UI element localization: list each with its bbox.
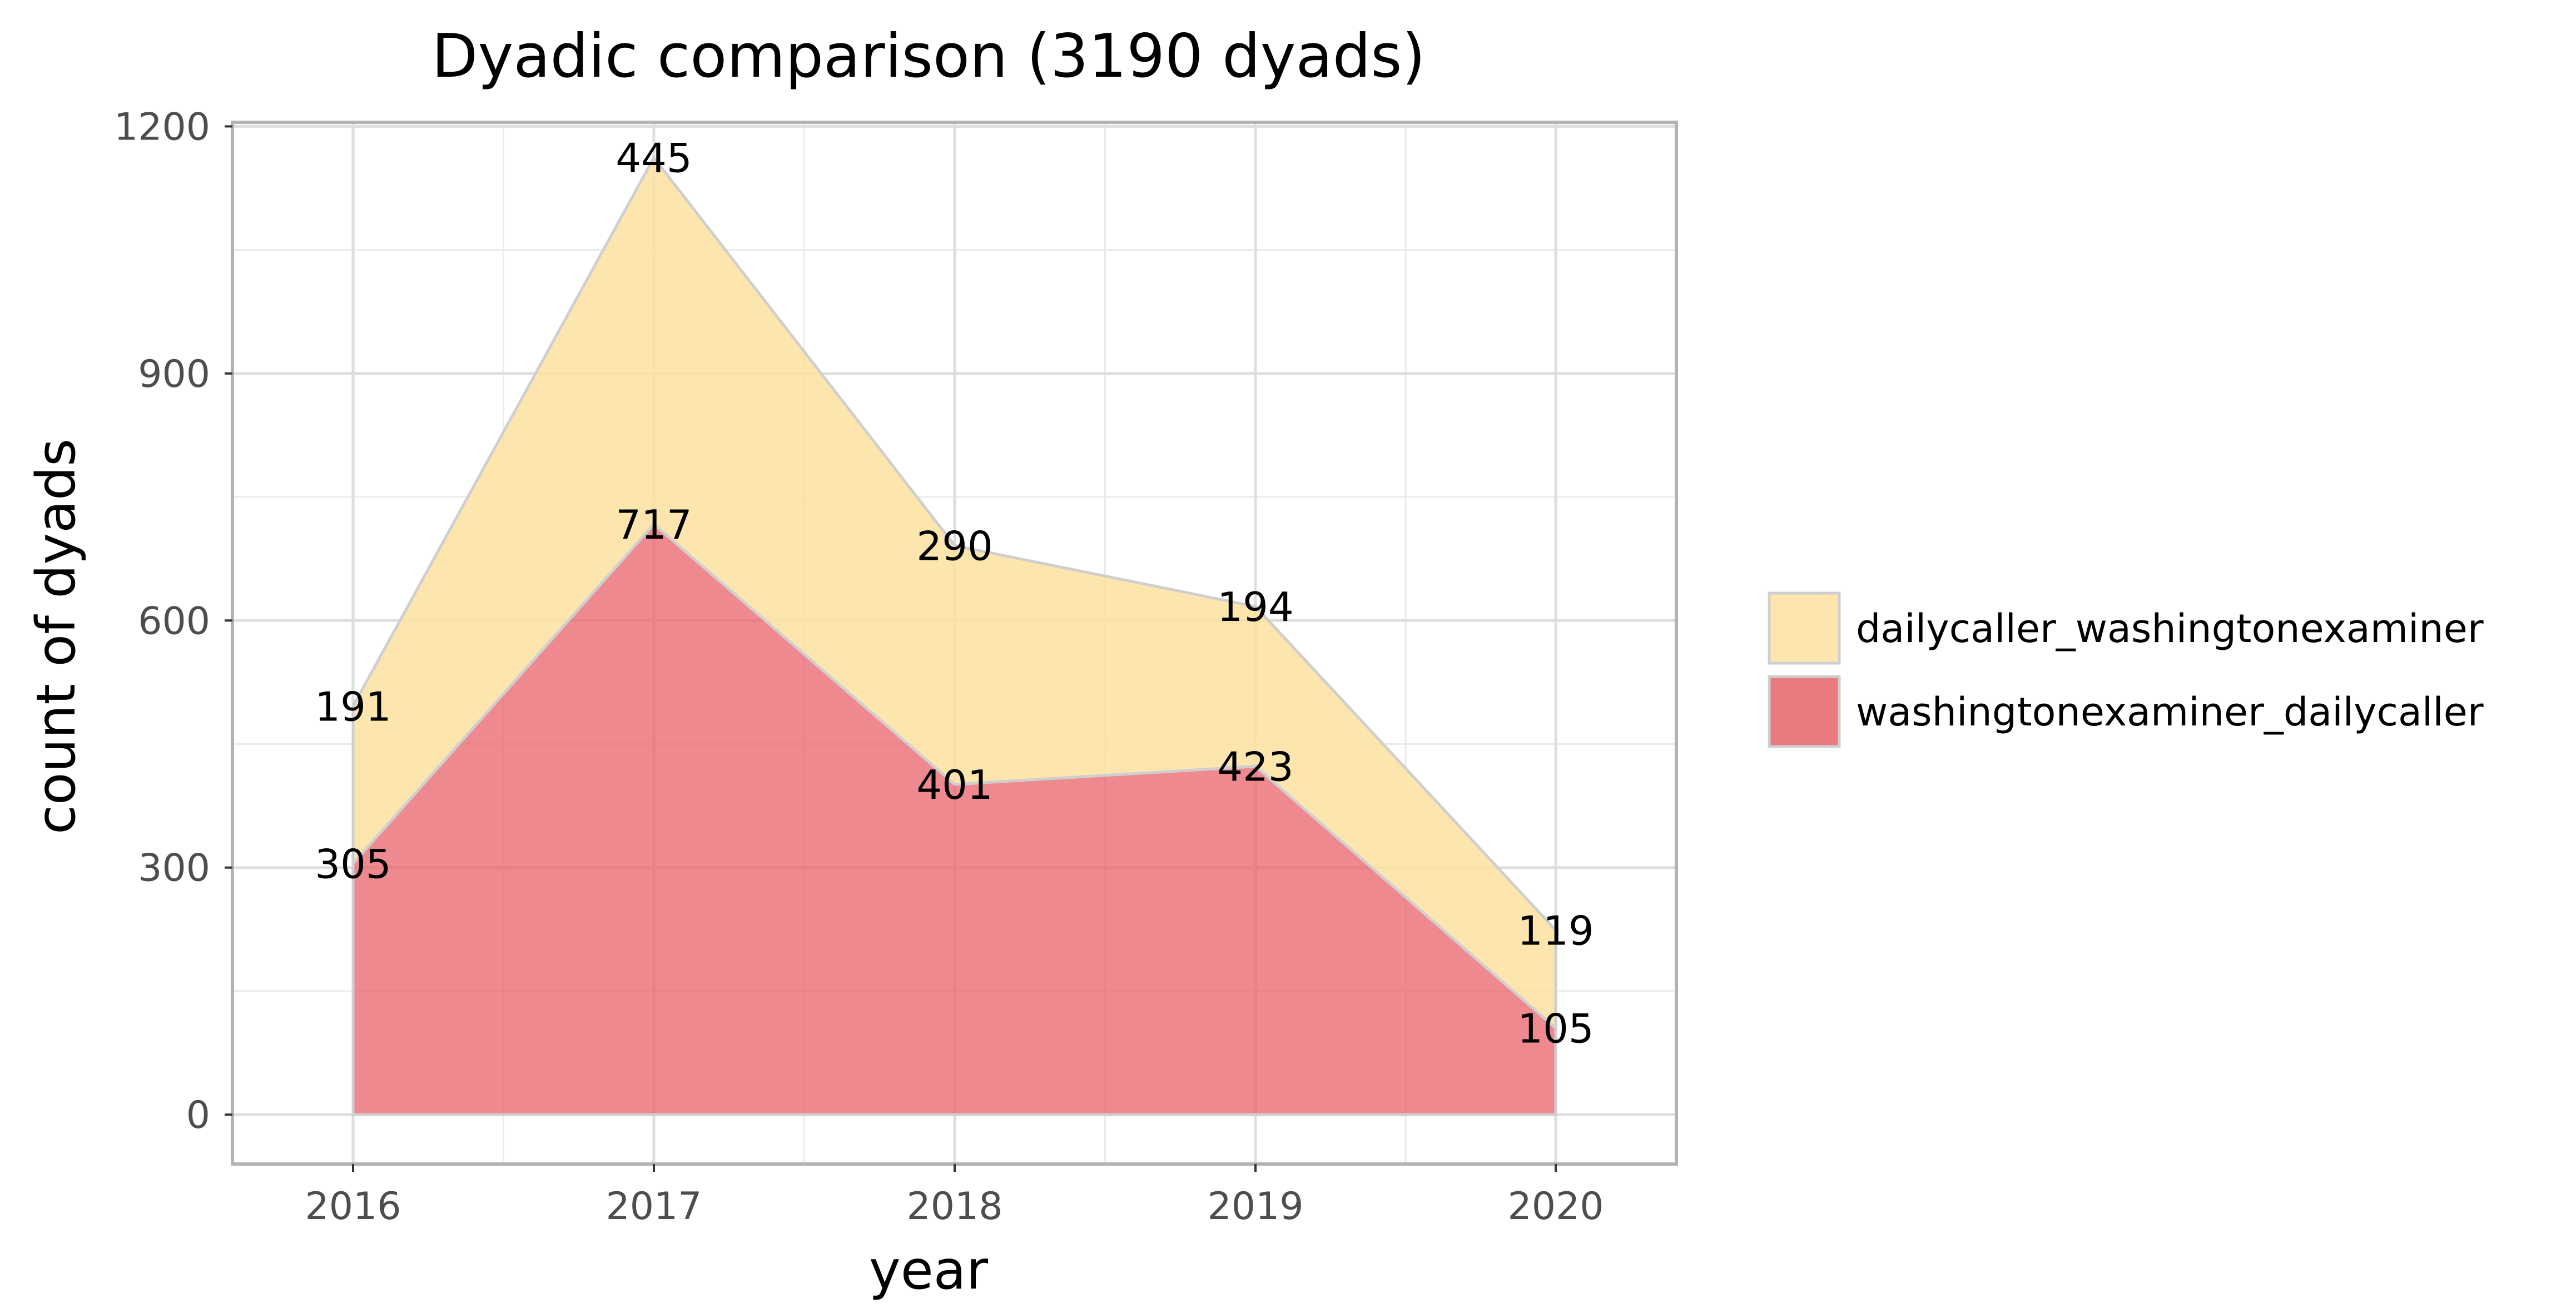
data-label-washingtonexaminer_dailycaller-2018: 401 bbox=[916, 762, 992, 808]
data-label-washingtonexaminer_dailycaller-2019: 423 bbox=[1217, 743, 1293, 790]
y-tick-label-600: 600 bbox=[138, 599, 210, 643]
y-axis-title: count of dyads bbox=[25, 439, 87, 834]
legend-label-dailycaller_washingtonexaminer: dailycaller_washingtonexaminer bbox=[1856, 606, 2484, 651]
data-label-dailycaller_washingtonexaminer-2016: 191 bbox=[315, 683, 391, 730]
y-tick-label-0: 0 bbox=[186, 1093, 210, 1137]
x-axis-title: year bbox=[869, 1239, 989, 1301]
x-tick-label-2020: 2020 bbox=[1507, 1185, 1604, 1229]
data-label-washingtonexaminer_dailycaller-2020: 105 bbox=[1517, 1006, 1594, 1052]
legend-key-washingtonexaminer_dailycaller bbox=[1768, 675, 1841, 748]
data-labels: 305 717 401 423 105 191 445 290 194 119 bbox=[315, 135, 1594, 1052]
area-dailycaller_washingtonexaminer bbox=[351, 156, 1557, 1030]
data-label-dailycaller_washingtonexaminer-2019: 194 bbox=[1217, 584, 1293, 630]
data-label-washingtonexaminer_dailycaller-2016: 305 bbox=[315, 840, 391, 887]
x-tick-label-2016: 2016 bbox=[305, 1185, 401, 1229]
y-tick-label-1200: 1200 bbox=[114, 105, 210, 149]
x-tick-label-2019: 2019 bbox=[1207, 1185, 1303, 1229]
legend: dailycaller_washingtonexaminer washington… bbox=[1768, 591, 2484, 748]
data-label-dailycaller_washingtonexaminer-2017: 445 bbox=[616, 135, 692, 182]
y-tick-label-900: 900 bbox=[138, 352, 210, 396]
x-tick-label-2018: 2018 bbox=[906, 1185, 1002, 1229]
data-label-dailycaller_washingtonexaminer-2018: 290 bbox=[916, 523, 992, 569]
data-label-washingtonexaminer_dailycaller-2017: 717 bbox=[616, 501, 692, 548]
legend-key-dailycaller_washingtonexaminer bbox=[1768, 591, 1841, 665]
legend-label-washingtonexaminer_dailycaller: washingtonexaminer_dailycaller bbox=[1856, 689, 2484, 735]
axis-ticks: 2016 2017 2018 2019 2020 0 300 600 900 1200 bbox=[114, 105, 1604, 1229]
y-tick-label-300: 300 bbox=[138, 847, 210, 891]
chart-title: Dyadic comparison (3190 dyads) bbox=[431, 22, 1425, 91]
area-series bbox=[351, 156, 1557, 1116]
x-tick-label-2017: 2017 bbox=[605, 1185, 702, 1229]
data-label-dailycaller_washingtonexaminer-2020: 119 bbox=[1517, 907, 1594, 954]
